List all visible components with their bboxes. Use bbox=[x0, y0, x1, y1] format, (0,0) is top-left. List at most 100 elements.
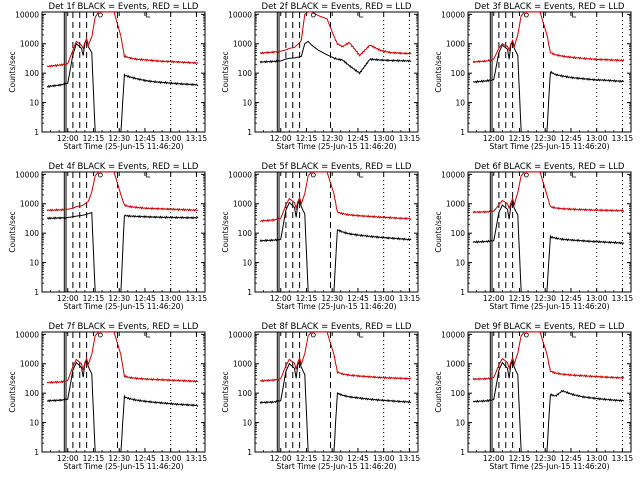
events-series-line bbox=[46, 37, 199, 132]
y-tick-label: 1 bbox=[247, 288, 252, 297]
x-tick-label: 13:00 bbox=[373, 134, 395, 143]
y-axis-label: Counts/sec bbox=[434, 211, 443, 252]
y-tick-label: 1 bbox=[34, 448, 39, 457]
events-series-line bbox=[46, 358, 199, 452]
x-tick-label: 12:00 bbox=[57, 294, 79, 303]
events-series-line bbox=[472, 39, 625, 132]
x-tick-label: 12:30 bbox=[534, 294, 556, 303]
plot-frame bbox=[41, 331, 206, 453]
y-axis-label: Counts/sec bbox=[434, 371, 443, 412]
y-tick-label: 100 bbox=[451, 389, 466, 398]
panel-title: Det 8f BLACK = Events, RED = LLD bbox=[262, 322, 412, 332]
lld-series-line bbox=[46, 172, 199, 212]
x-tick-label: 12:00 bbox=[270, 134, 292, 143]
y-tick-label: 1000 bbox=[233, 40, 252, 49]
x-tick-label: 13:15 bbox=[399, 454, 421, 463]
x-tick-label: 13:15 bbox=[399, 134, 421, 143]
x-tick-label: 12:45 bbox=[134, 294, 156, 303]
top-bracket-marker bbox=[146, 172, 151, 178]
y-tick-label: 10 bbox=[242, 99, 252, 108]
detector-panel-4: Det 4f BLACK = Events, RED = LLD 1 10 100 10… bbox=[8, 162, 207, 311]
lld-series-line bbox=[46, 12, 199, 68]
x-tick-label: 12:30 bbox=[534, 134, 556, 143]
detector-panel-8: Det 8f BLACK = Events, RED = LLD 1 10 100 10… bbox=[221, 322, 420, 471]
x-tick-label: 13:00 bbox=[160, 454, 182, 463]
top-circle-marker bbox=[523, 172, 529, 178]
x-tick-label: 12:15 bbox=[509, 294, 531, 303]
x-tick-label: 12:30 bbox=[321, 454, 343, 463]
top-circle-marker bbox=[97, 332, 103, 338]
detector-panel-2: Det 2f BLACK = Events, RED = LLD 1 10 100 10… bbox=[221, 2, 420, 151]
x-tick-label: 12:30 bbox=[534, 454, 556, 463]
y-tick-label: 100 bbox=[451, 69, 466, 78]
plot-frame bbox=[254, 171, 419, 293]
top-bracket-marker bbox=[359, 172, 364, 178]
x-axis-label: Start Time (25-Jun-15 11:46:20) bbox=[490, 142, 610, 151]
x-tick-label: 13:00 bbox=[586, 134, 608, 143]
x-axis-label: Start Time (25-Jun-15 11:46:20) bbox=[490, 302, 610, 311]
lld-series-line bbox=[472, 332, 625, 381]
lld-series-line bbox=[472, 12, 625, 64]
plot-frame bbox=[254, 331, 419, 453]
x-tick-label: 13:00 bbox=[586, 454, 608, 463]
panel-title: Det 4f BLACK = Events, RED = LLD bbox=[49, 162, 199, 172]
x-tick-label: 13:15 bbox=[612, 134, 634, 143]
top-circle-marker bbox=[523, 12, 529, 18]
x-axis-label: Start Time (25-Jun-15 11:46:20) bbox=[277, 302, 397, 311]
top-circle-marker bbox=[97, 172, 103, 178]
events-series-line bbox=[46, 211, 199, 292]
plot-frame bbox=[467, 331, 632, 453]
top-circle-marker bbox=[523, 332, 529, 338]
lld-series-line bbox=[46, 332, 199, 384]
y-tick-label: 1 bbox=[460, 128, 465, 137]
top-bracket-marker bbox=[572, 172, 577, 178]
top-bracket-marker bbox=[146, 12, 151, 18]
detector-panel-3: Det 3f BLACK = Events, RED = LLD 1 10 100 10… bbox=[434, 2, 633, 151]
y-tick-label: 1000 bbox=[20, 40, 39, 49]
plot-frame bbox=[254, 11, 419, 133]
y-tick-label: 10 bbox=[29, 99, 39, 108]
y-tick-label: 10000 bbox=[228, 170, 252, 179]
x-tick-label: 13:15 bbox=[612, 294, 634, 303]
y-tick-label: 1000 bbox=[233, 200, 252, 209]
y-tick-label: 1 bbox=[247, 128, 252, 137]
x-tick-label: 13:00 bbox=[586, 294, 608, 303]
y-tick-label: 10000 bbox=[228, 330, 252, 339]
y-tick-label: 1 bbox=[460, 448, 465, 457]
top-bracket-marker bbox=[359, 12, 364, 18]
x-tick-label: 12:45 bbox=[347, 134, 369, 143]
top-bracket-marker bbox=[359, 332, 364, 338]
y-tick-label: 1 bbox=[460, 288, 465, 297]
x-axis-label: Start Time (25-Jun-15 11:46:20) bbox=[64, 142, 184, 151]
x-axis-label: Start Time (25-Jun-15 11:46:20) bbox=[64, 462, 184, 471]
plot-frame bbox=[41, 171, 206, 293]
x-tick-label: 12:15 bbox=[83, 454, 105, 463]
detector-panel-9: Det 9f BLACK = Events, RED = LLD 1 10 100 10… bbox=[434, 322, 633, 471]
x-tick-label: 12:15 bbox=[83, 294, 105, 303]
x-axis-label: Start Time (25-Jun-15 11:46:20) bbox=[277, 462, 397, 471]
x-tick-label: 12:15 bbox=[509, 134, 531, 143]
x-tick-label: 12:30 bbox=[321, 294, 343, 303]
x-tick-label: 13:15 bbox=[186, 134, 208, 143]
y-axis-label: Counts/sec bbox=[434, 51, 443, 92]
y-tick-label: 1000 bbox=[446, 40, 465, 49]
x-tick-label: 12:00 bbox=[57, 134, 79, 143]
top-circle-marker bbox=[310, 172, 316, 178]
events-series-line bbox=[472, 199, 625, 292]
x-tick-label: 12:15 bbox=[83, 134, 105, 143]
y-tick-label: 100 bbox=[238, 69, 253, 78]
x-tick-label: 12:00 bbox=[270, 454, 292, 463]
x-tick-label: 12:00 bbox=[483, 454, 505, 463]
detector-panel-6: Det 6f BLACK = Events, RED = LLD 1 10 100 10… bbox=[434, 162, 633, 311]
detector-panel-7: Det 7f BLACK = Events, RED = LLD 1 10 100 10… bbox=[8, 322, 207, 471]
x-tick-label: 12:45 bbox=[347, 454, 369, 463]
events-series-line bbox=[259, 40, 412, 75]
y-tick-label: 1000 bbox=[446, 360, 465, 369]
x-tick-label: 12:00 bbox=[57, 454, 79, 463]
plot-frame bbox=[467, 171, 632, 293]
top-circle-marker bbox=[310, 12, 316, 18]
y-tick-label: 10000 bbox=[441, 10, 465, 19]
x-tick-label: 12:45 bbox=[134, 454, 156, 463]
y-axis-label: Counts/sec bbox=[221, 211, 230, 252]
x-tick-label: 13:15 bbox=[186, 454, 208, 463]
